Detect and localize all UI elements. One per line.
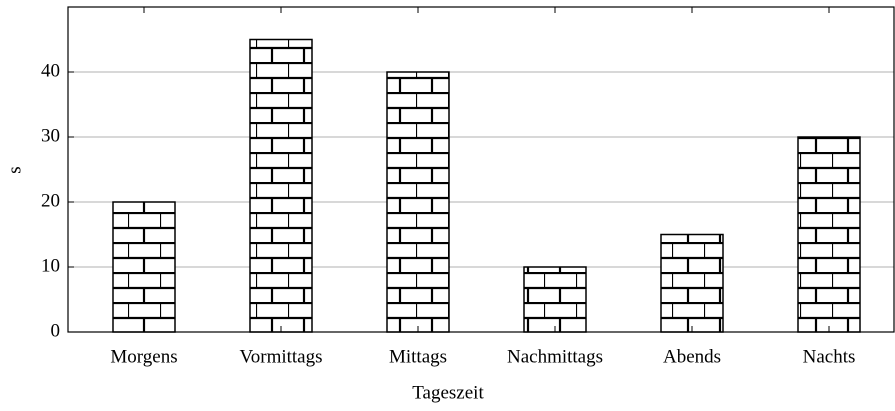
x-tick-label: Nachts — [803, 346, 856, 367]
y-tick-label: 40 — [41, 60, 60, 81]
x-tick-label: Abends — [663, 346, 721, 367]
bar — [523, 266, 587, 333]
bar — [386, 71, 450, 333]
x-tick-label: Nachmittags — [507, 346, 603, 367]
y-tick-label: 0 — [51, 320, 61, 341]
x-tick-label: Morgens — [110, 346, 177, 367]
y-tick-label: 20 — [41, 190, 60, 211]
bar — [660, 233, 724, 333]
x-tick-label: Mittags — [389, 346, 447, 367]
y-tick-label: 30 — [41, 125, 60, 146]
bar — [797, 136, 861, 333]
y-axis-label: s — [4, 166, 25, 173]
plot-frame — [67, 6, 895, 333]
bar — [249, 38, 313, 333]
x-tick-label: Vormittags — [239, 346, 322, 367]
y-tick-label: 10 — [41, 255, 60, 276]
x-axis-label: Tageszeit — [412, 382, 484, 403]
bar — [112, 201, 176, 333]
